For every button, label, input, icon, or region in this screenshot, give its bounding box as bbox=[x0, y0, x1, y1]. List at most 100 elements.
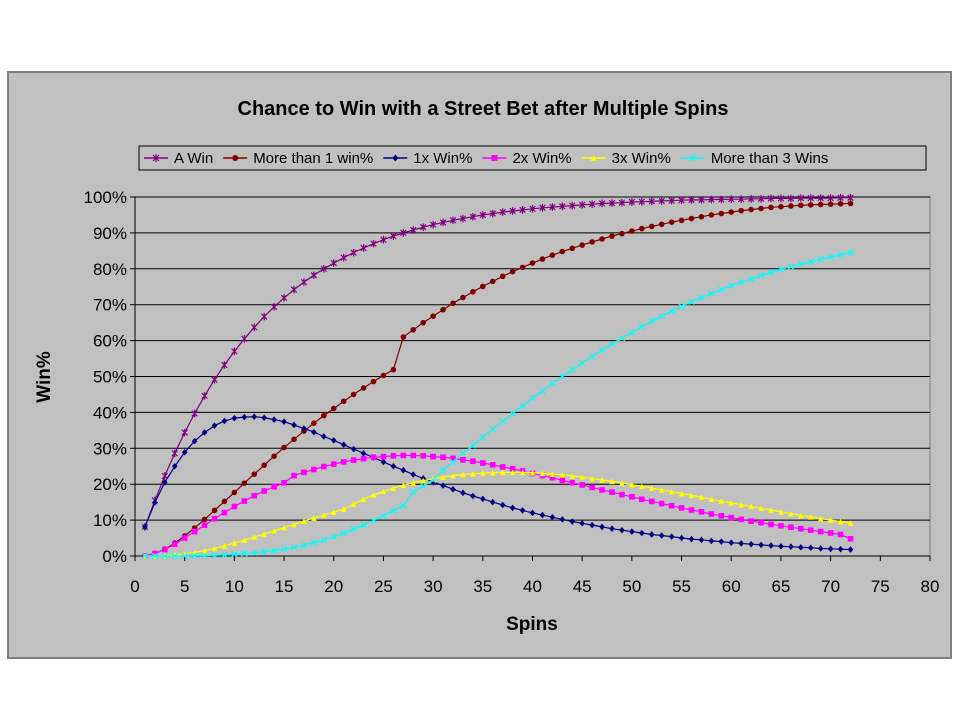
data-point bbox=[281, 418, 287, 426]
legend-box bbox=[138, 145, 927, 171]
data-point bbox=[590, 155, 597, 161]
data-point bbox=[390, 507, 397, 514]
data-point bbox=[689, 154, 697, 162]
data-point bbox=[271, 453, 277, 459]
data-point bbox=[748, 518, 754, 524]
legend-label: A Win bbox=[174, 150, 213, 167]
data-point bbox=[449, 216, 457, 225]
data-point bbox=[668, 219, 675, 225]
data-point bbox=[519, 402, 526, 410]
data-point bbox=[251, 471, 258, 477]
data-point bbox=[489, 278, 496, 285]
data-point bbox=[589, 239, 595, 245]
legend-label: 2x Win% bbox=[512, 150, 571, 167]
data-point bbox=[579, 242, 585, 248]
data-point bbox=[211, 515, 218, 522]
data-point bbox=[788, 203, 794, 209]
data-point bbox=[619, 480, 625, 486]
data-point bbox=[718, 538, 725, 545]
data-point bbox=[758, 505, 764, 512]
data-point bbox=[787, 263, 795, 270]
data-point bbox=[171, 552, 178, 560]
data-point bbox=[767, 194, 775, 203]
x-tick-label: 50 bbox=[622, 577, 641, 596]
data-point bbox=[758, 541, 764, 549]
data-point bbox=[360, 496, 367, 503]
x-tick-label: 20 bbox=[324, 577, 343, 596]
data-point bbox=[350, 391, 357, 398]
data-point bbox=[629, 228, 635, 234]
data-point bbox=[271, 483, 277, 490]
data-point bbox=[628, 198, 636, 206]
data-point bbox=[330, 461, 337, 467]
data-point bbox=[152, 499, 158, 506]
data-point bbox=[321, 412, 327, 419]
data-point bbox=[668, 502, 675, 509]
data-point bbox=[439, 218, 447, 227]
data-point bbox=[777, 194, 785, 203]
data-point bbox=[241, 480, 248, 486]
x-tick-label: 80 bbox=[921, 577, 940, 596]
data-point bbox=[470, 470, 476, 477]
data-point bbox=[797, 194, 805, 202]
data-point bbox=[678, 534, 685, 542]
data-point bbox=[330, 259, 337, 267]
data-point bbox=[241, 498, 248, 504]
data-point bbox=[698, 494, 705, 500]
data-point bbox=[529, 509, 536, 517]
data-point bbox=[609, 233, 615, 239]
data-point bbox=[181, 448, 188, 456]
data-point bbox=[211, 507, 218, 514]
data-point bbox=[777, 266, 785, 273]
data-point bbox=[310, 539, 318, 546]
y-tick-label: 70% bbox=[93, 296, 127, 315]
series-2 bbox=[142, 200, 854, 559]
data-point bbox=[291, 472, 297, 479]
series-line bbox=[144, 252, 851, 557]
data-point bbox=[440, 474, 446, 480]
data-point bbox=[419, 482, 427, 490]
data-point bbox=[410, 452, 417, 459]
data-point bbox=[211, 422, 218, 429]
data-point bbox=[350, 457, 357, 463]
data-point bbox=[340, 459, 347, 465]
legend-item: 2x Win% bbox=[482, 150, 572, 167]
data-point bbox=[748, 206, 754, 213]
data-point bbox=[171, 449, 178, 458]
data-point bbox=[231, 414, 238, 422]
data-point bbox=[728, 195, 735, 203]
data-point bbox=[380, 512, 387, 520]
data-point bbox=[619, 526, 625, 534]
data-point bbox=[688, 298, 695, 306]
data-point bbox=[529, 260, 536, 266]
legend-item: More than 1 win% bbox=[223, 150, 373, 167]
data-point bbox=[380, 488, 387, 495]
data-point bbox=[221, 417, 228, 425]
series-3 bbox=[142, 413, 854, 553]
data-point bbox=[738, 540, 744, 547]
data-point bbox=[618, 198, 626, 207]
data-point bbox=[340, 253, 347, 262]
data-point bbox=[559, 248, 566, 255]
data-point bbox=[350, 445, 357, 453]
data-point bbox=[549, 203, 556, 211]
data-point bbox=[420, 477, 426, 484]
data-point bbox=[757, 272, 765, 279]
data-point bbox=[598, 346, 606, 354]
data-point bbox=[340, 529, 347, 537]
data-point bbox=[608, 199, 616, 207]
data-point bbox=[420, 453, 426, 459]
x-axis-label: Spins bbox=[506, 614, 558, 635]
data-point bbox=[470, 492, 476, 500]
data-point bbox=[718, 210, 725, 217]
data-point bbox=[311, 515, 317, 521]
data-point bbox=[280, 545, 288, 553]
data-point bbox=[708, 290, 715, 297]
data-point bbox=[439, 466, 447, 474]
data-point bbox=[301, 469, 307, 476]
data-point bbox=[599, 487, 605, 493]
data-point bbox=[798, 525, 804, 532]
data-point bbox=[648, 485, 655, 491]
x-tick-label: 75 bbox=[871, 577, 890, 596]
data-point bbox=[509, 469, 516, 476]
